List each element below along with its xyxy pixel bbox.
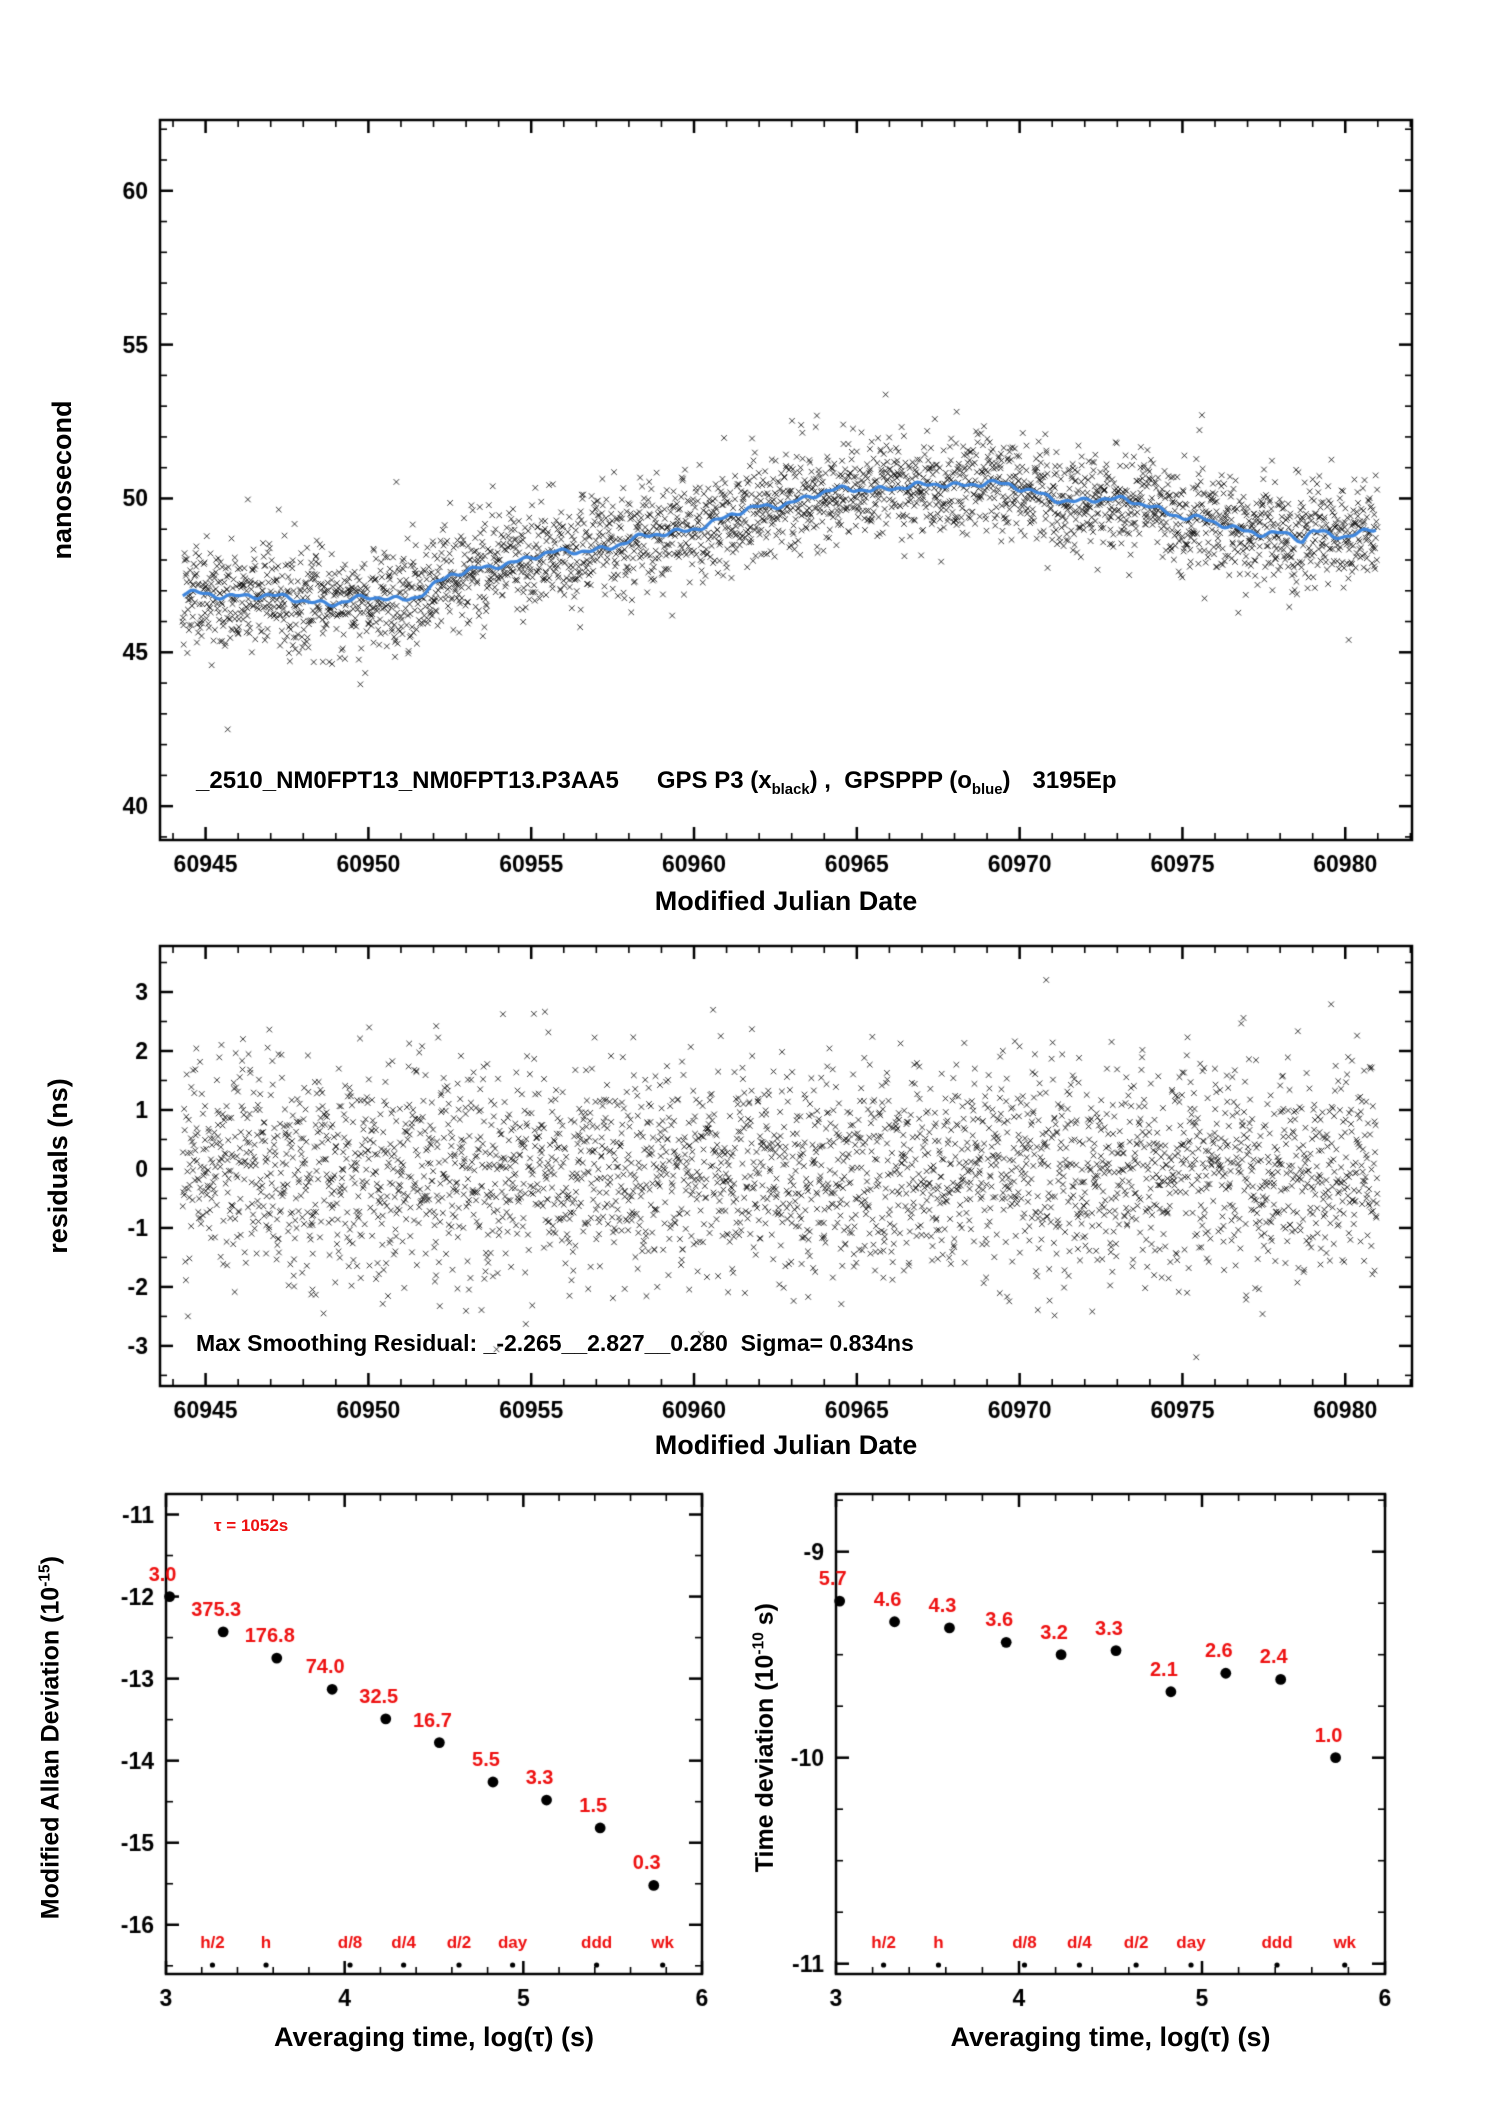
top-panel-annotation: _2510_NM0FPT13_NM0FPT13.P3AA5 GPS P3 (xbl…: [196, 764, 1117, 807]
mdev-title-close: ): [36, 1556, 65, 1565]
station-id: _2510_NM0FPT13_NM0FPT13.P3AA5: [196, 767, 619, 794]
mdev-title-exponent: -15: [36, 1564, 54, 1587]
mdev-title-text: Modified Allan Deviation (10: [36, 1586, 65, 1920]
mdev-y-axis-title: Modified Allan Deviation (10-15): [28, 1458, 67, 2018]
series-a-label: GPS P3 (x: [656, 767, 772, 794]
series-a-subscript: black: [771, 781, 810, 798]
tdev-x-axis-title: Averaging time, log(τ) (s): [950, 2022, 1271, 2052]
residual-annotation: Max Smoothing Residual: _-2.265__2.827__…: [196, 1330, 914, 1356]
residuals-y-axis-title: residuals (ns): [43, 1078, 73, 1254]
top-x-axis-title: Modified Julian Date: [654, 886, 918, 916]
epoch-count: 3195Ep: [1032, 767, 1117, 794]
series-b-subscript: blue: [971, 781, 1003, 798]
tdev-y-axis-title: Time deviation (10-10 s): [742, 1458, 781, 2018]
middle-x-axis-title: Modified Julian Date: [654, 1430, 918, 1460]
series-join-label: ) , GPSPPP (o: [809, 767, 972, 794]
top-y-axis-title: nanosecond: [47, 400, 77, 560]
tdev-title-exponent: -10: [750, 1632, 768, 1655]
series-close-label: ): [1002, 767, 1011, 794]
mdev-x-axis-title: Averaging time, log(τ) (s): [273, 2022, 595, 2052]
tdev-title-close: s): [750, 1603, 779, 1633]
tau-note: τ = 1052s: [214, 1516, 289, 1535]
tdev-title-text: Time deviation (10: [750, 1654, 779, 1873]
